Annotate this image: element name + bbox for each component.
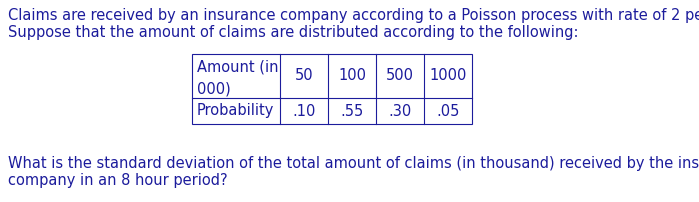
Text: 50: 50: [295, 68, 313, 83]
Text: 000): 000): [197, 81, 231, 96]
Text: Probability: Probability: [197, 103, 275, 119]
Text: Amount (in: Amount (in: [197, 60, 278, 75]
Text: company in an 8 hour period?: company in an 8 hour period?: [8, 173, 228, 188]
Text: .05: .05: [436, 103, 460, 119]
Text: 100: 100: [338, 68, 366, 83]
Text: Suppose that the amount of claims are distributed according to the following:: Suppose that the amount of claims are di…: [8, 25, 579, 40]
Text: .55: .55: [340, 103, 363, 119]
Text: What is the standard deviation of the total amount of claims (in thousand) recei: What is the standard deviation of the to…: [8, 156, 699, 171]
Text: .30: .30: [389, 103, 412, 119]
Text: 500: 500: [386, 68, 414, 83]
Text: Claims are received by an insurance company according to a Poisson process with : Claims are received by an insurance comp…: [8, 8, 699, 23]
Bar: [192, 54, 472, 124]
Text: 1000: 1000: [429, 68, 467, 83]
Text: .10: .10: [292, 103, 316, 119]
